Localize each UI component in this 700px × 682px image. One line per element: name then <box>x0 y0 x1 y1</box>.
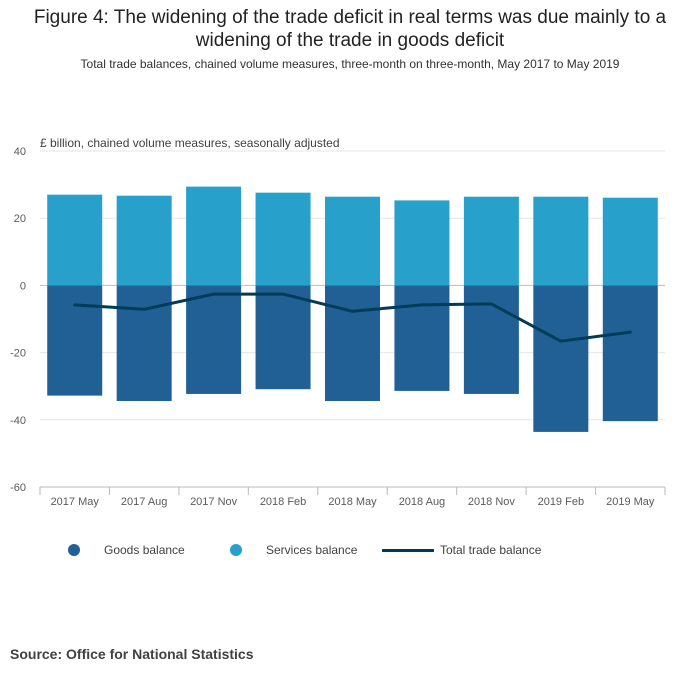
bar-services <box>602 197 658 286</box>
legend-item-goods: Goods balance <box>68 538 185 562</box>
bar-goods <box>255 285 311 390</box>
y-tick-label: 0 <box>20 280 26 292</box>
chart-subtitle: Total trade balances, chained volume mea… <box>80 57 620 71</box>
bars <box>47 186 658 432</box>
bar-goods <box>47 285 103 396</box>
y-tick-label: -40 <box>10 415 26 427</box>
legend-swatch-total <box>382 548 434 552</box>
bar-goods <box>325 285 380 401</box>
x-tick-label: 2019 May <box>606 496 655 508</box>
axis-labels: 40 20 0 -20 -40 -60 £ billion, chained volume … <box>10 136 655 508</box>
legend: Goods balance Services balance Total tra… <box>0 538 700 562</box>
x-tick-label: 2018 Nov <box>468 496 516 508</box>
bar-services <box>533 196 589 286</box>
line-total-trade-balance <box>73 292 632 343</box>
x-tick-label: 2017 Aug <box>121 496 168 508</box>
source-text: Source: Office for National Statistics <box>10 646 254 662</box>
bar-services <box>325 196 380 286</box>
total-line-layer <box>73 292 632 343</box>
chart-plot: 40 20 0 -20 -40 -60 £ billion, chained volume … <box>10 136 666 508</box>
y-tick-label: -20 <box>10 348 26 360</box>
chart-title: Figure 4: The widening of the trade defi… <box>33 7 667 51</box>
x-tick-label: 2017 May <box>51 496 100 508</box>
x-tick-label: 2017 Nov <box>190 496 238 508</box>
x-tick-label: 2018 May <box>328 496 377 508</box>
legend-label-total: Total trade balance <box>440 543 542 557</box>
y-tick-label: 20 <box>14 213 26 225</box>
bar-services <box>463 196 519 286</box>
x-axis <box>39 486 666 495</box>
legend-item-services: Services balance <box>230 538 357 562</box>
legend-swatch-goods <box>68 544 80 556</box>
bar-services <box>186 186 242 286</box>
bar-goods <box>463 285 519 394</box>
bar-services <box>47 194 103 286</box>
bar-services <box>394 200 450 286</box>
y-tick-label: 40 <box>14 146 26 158</box>
legend-item-total: Total trade balance <box>382 538 541 562</box>
legend-swatch-services <box>230 544 242 556</box>
bar-goods <box>533 285 589 432</box>
x-tick-label: 2019 Feb <box>538 496 584 508</box>
y-tick-label: -60 <box>10 482 26 494</box>
bar-goods <box>394 285 450 391</box>
bar-goods <box>116 285 172 401</box>
bar-services <box>116 195 172 286</box>
legend-label-goods: Goods balance <box>104 543 185 557</box>
bar-goods <box>602 285 658 422</box>
x-tick-label: 2018 Feb <box>260 496 306 508</box>
bar-services <box>255 192 311 286</box>
y-axis-label: £ billion, chained volume measures, seas… <box>40 136 340 150</box>
x-tick-label: 2018 Aug <box>399 496 446 508</box>
legend-label-services: Services balance <box>266 543 358 557</box>
bar-goods <box>186 285 242 394</box>
